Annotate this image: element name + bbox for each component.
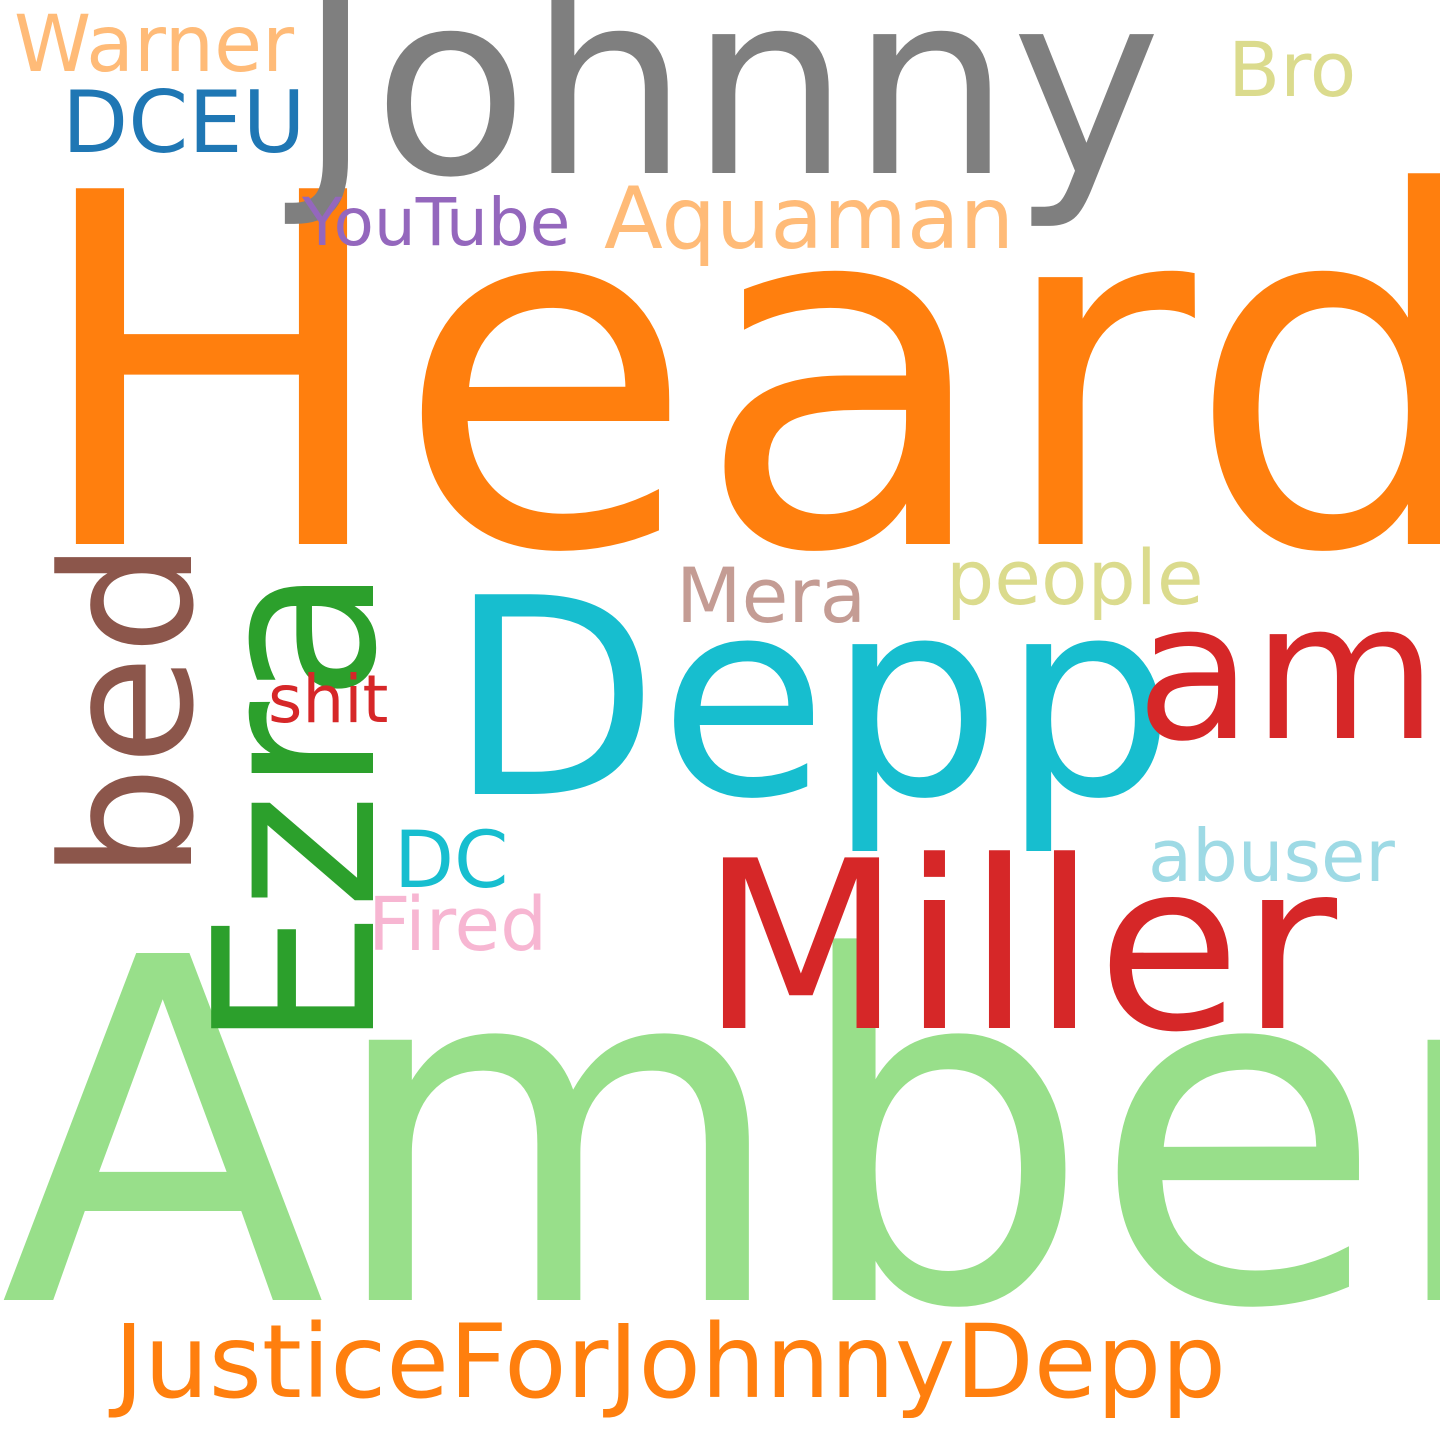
word-johnny: Johnny [298, 0, 1162, 233]
word-dc: DC [394, 816, 509, 906]
word-aquaman: Aquaman [604, 169, 1015, 269]
word-amber: Amber [0, 859, 1440, 1413]
word-heard: Heard [28, 92, 1440, 660]
word-people: people [946, 533, 1204, 622]
word-youtube: YouTube [302, 184, 571, 261]
word-fired: Fired [368, 882, 548, 968]
word-warner: Warner [14, 0, 295, 90]
word-depp: Depp [448, 540, 1176, 859]
word-miller: Miller [700, 812, 1338, 1084]
word-bro: Bro [1228, 25, 1357, 114]
word-bed: bed [25, 540, 234, 880]
word-amp: amp [1136, 562, 1440, 783]
word-dceu: DCEU [62, 73, 306, 173]
word-mera: Mera [676, 551, 867, 640]
word-abuser: abuser [1148, 814, 1395, 898]
word-justice: JusticeForJohnnyDepp [114, 1303, 1226, 1422]
word-shit: shit [268, 661, 389, 738]
